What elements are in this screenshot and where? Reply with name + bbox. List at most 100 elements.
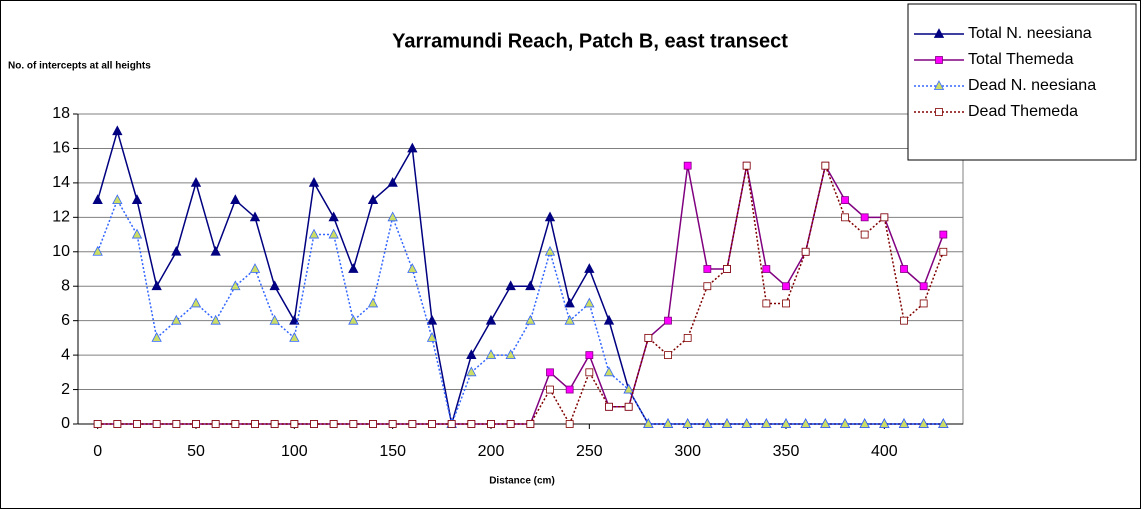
data-point: [683, 161, 692, 170]
legend-box: [907, 3, 1137, 161]
data-point: [841, 196, 849, 205]
data-point: [408, 420, 417, 428]
y-tick-label: 18: [52, 105, 70, 122]
data-point: [506, 420, 515, 428]
data-point: [564, 314, 575, 325]
data-point: [742, 161, 751, 170]
y-tick-label: 0: [61, 415, 70, 432]
data-point: [723, 265, 731, 273]
data-point: [426, 314, 438, 325]
data-point: [643, 418, 654, 428]
data-point: [289, 314, 300, 325]
x-axis-label: Distance (cm): [489, 476, 555, 487]
legend-label: Dead Themeda: [968, 103, 1078, 120]
data-point: [367, 194, 379, 205]
data-point: [192, 420, 200, 428]
x-tick-label: 100: [281, 443, 308, 460]
data-point: [546, 385, 554, 394]
data-point: [683, 333, 692, 342]
data-point: [505, 349, 516, 360]
data-point: [839, 418, 851, 428]
data-point: [407, 142, 418, 153]
y-tick-label: 2: [61, 381, 70, 398]
data-point: [782, 299, 790, 308]
data-point: [270, 420, 279, 428]
x-tick-label: 300: [674, 443, 701, 460]
data-point: [92, 245, 103, 256]
y-tick-label: 14: [52, 174, 70, 191]
data-point: [348, 263, 359, 273]
y-tick-label: 6: [61, 312, 70, 329]
data-point: [841, 213, 849, 222]
data-point: [782, 282, 790, 291]
data-point: [879, 418, 890, 428]
data-point: [249, 263, 261, 273]
data-point: [466, 349, 477, 360]
data-point: [485, 349, 497, 360]
legend-marker: [935, 108, 943, 116]
data-point: [112, 194, 123, 205]
data-point: [585, 351, 594, 360]
data-point: [544, 211, 556, 222]
data-point: [585, 368, 594, 377]
data-point: [290, 420, 299, 428]
data-point: [900, 316, 908, 325]
data-point: [133, 420, 141, 428]
data-point: [662, 418, 674, 428]
data-point: [348, 314, 359, 325]
data-point: [407, 263, 418, 273]
data-point: [112, 125, 123, 136]
x-tick-label: 200: [478, 443, 505, 460]
data-point: [644, 333, 653, 342]
data-point: [762, 265, 771, 273]
x-tick-label: 150: [379, 443, 406, 460]
data-point: [367, 297, 379, 308]
y-axis-label: No. of intercepts at all heights: [8, 61, 151, 72]
data-point: [702, 418, 713, 428]
data-point: [308, 228, 320, 239]
data-point: [269, 314, 280, 325]
x-tick-label: 350: [773, 443, 800, 460]
data-point: [544, 245, 556, 256]
x-tick-label: 400: [871, 443, 898, 460]
data-point: [485, 314, 497, 325]
data-point: [584, 263, 595, 273]
data-point: [249, 211, 261, 222]
data-point: [151, 280, 162, 291]
data-point: [210, 314, 221, 325]
data-point: [328, 211, 339, 222]
data-point: [603, 366, 615, 377]
data-point: [565, 385, 574, 394]
data-point: [487, 420, 495, 428]
data-point: [93, 420, 102, 428]
legend-label: Dead N. neesiana: [968, 77, 1096, 94]
data-point: [860, 213, 869, 222]
data-point: [939, 247, 948, 256]
data-point: [310, 420, 318, 428]
y-tick-label: 12: [52, 209, 70, 226]
data-point: [369, 420, 377, 428]
x-tick-label: 250: [576, 443, 603, 460]
legend-marker: [933, 80, 945, 90]
data-point: [800, 418, 811, 428]
data-point: [447, 420, 456, 428]
data-point: [172, 420, 181, 428]
data-point: [820, 418, 831, 428]
data-point: [860, 230, 869, 239]
data-point: [428, 420, 436, 428]
legend-marker: [933, 28, 945, 38]
data-point: [92, 194, 103, 205]
y-tick-label: 16: [52, 140, 70, 157]
data-point: [308, 177, 320, 187]
data-point: [584, 297, 595, 308]
data-point: [919, 282, 928, 291]
data-point: [251, 420, 259, 428]
data-point: [741, 418, 752, 428]
data-point: [821, 161, 830, 170]
data-point: [664, 316, 672, 325]
data-point: [780, 418, 792, 428]
data-point: [880, 213, 889, 222]
data-point: [211, 420, 220, 428]
data-point: [269, 280, 280, 291]
